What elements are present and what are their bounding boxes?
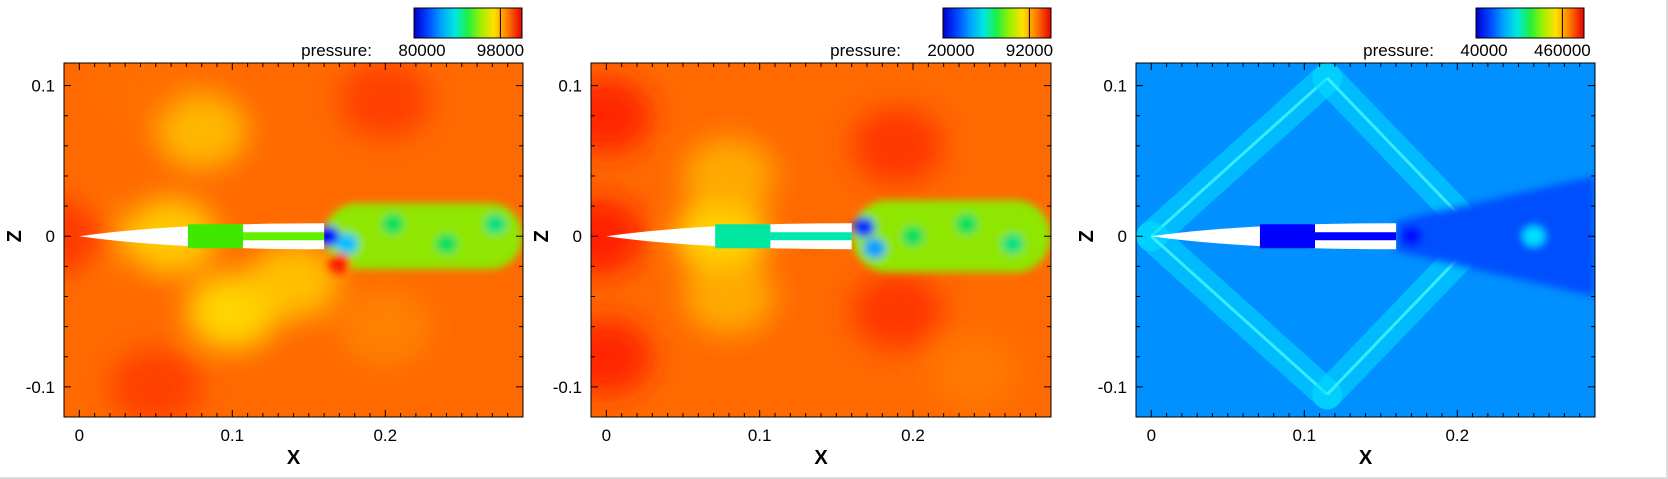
wake-vortex: [852, 217, 875, 238]
colorbar-min-label: 80000: [398, 41, 445, 60]
colorbar-max-label: 92000: [1006, 41, 1053, 60]
colorbar: pressure: 20000 92000: [830, 7, 1053, 60]
combustor-insert: [187, 224, 244, 249]
y-tick-label: -0.1: [1098, 378, 1127, 397]
flow-channel: [1315, 232, 1397, 241]
field-region: [94, 63, 187, 124]
y-tick-label: 0: [46, 227, 55, 246]
field-region: [247, 243, 340, 320]
y-tick-label: 0.1: [558, 77, 582, 96]
shock-line: [1150, 235, 1329, 396]
x-tick-label: 0.2: [901, 426, 925, 445]
axis-ticks: [1136, 63, 1596, 418]
pressure-field: [591, 63, 1051, 417]
y-tick-label: 0: [1118, 227, 1127, 246]
wake: [1396, 175, 1595, 297]
colorbar-gradient: [413, 7, 523, 39]
pressure-field: [64, 63, 523, 417]
wake-vortex: [863, 238, 886, 259]
x-axis-label: X: [287, 447, 301, 469]
wake-vortex: [435, 233, 458, 254]
x-axis-label: X: [814, 447, 828, 469]
x-axis-label: X: [1359, 447, 1373, 469]
wake-region: [851, 200, 1051, 273]
field-region: [155, 92, 248, 169]
combustor-insert: [715, 224, 771, 249]
colorbar-label: pressure:: [1363, 41, 1434, 60]
field-region: [851, 107, 944, 184]
shock-line: [1326, 250, 1467, 396]
wake: [317, 203, 523, 274]
field-region: [683, 258, 775, 335]
axis-ticks: [64, 63, 524, 418]
colorbar-max-label: 98000: [477, 41, 524, 60]
flow-channel: [243, 232, 325, 241]
colorbar-min-label: 40000: [1460, 41, 1507, 60]
y-axis-label: Z: [4, 230, 26, 242]
window-edge-right: [1666, 0, 1668, 479]
colorbar-label: pressure:: [301, 41, 372, 60]
wake-vortex: [1001, 233, 1024, 254]
colorbar: pressure: 40000 460000: [1363, 7, 1591, 60]
field-region: [591, 318, 653, 395]
shock-line: [1150, 76, 1329, 238]
colorbar-min-label: 20000: [927, 41, 974, 60]
wake-region: [324, 203, 523, 270]
y-tick-label: -0.1: [553, 378, 582, 397]
field-region: [109, 348, 202, 417]
x-tick-label: 0.2: [1445, 426, 1469, 445]
shock-line: [1326, 77, 1467, 223]
window-edge-bottom: [0, 477, 1668, 479]
wake-vortex: [955, 214, 978, 235]
wake-region: [1396, 175, 1595, 297]
field-region: [851, 273, 944, 350]
flow-channel: [770, 232, 852, 241]
wake-vortex: [336, 233, 359, 254]
y-axis-label: Z: [1076, 230, 1098, 242]
y-axis-label: Z: [531, 230, 553, 242]
wake-vortex: [484, 214, 507, 235]
wake-vortex: [902, 226, 924, 247]
axis-ticks: [591, 63, 1052, 418]
y-tick-label: 0: [573, 227, 582, 246]
colorbar-gradient: [942, 7, 1052, 39]
colorbar-label: pressure:: [830, 41, 901, 60]
y-tick-label: 0.1: [1103, 77, 1127, 96]
x-tick-label: 0.1: [1292, 426, 1316, 445]
x-tick-label: 0.1: [220, 426, 244, 445]
combustor-insert: [1259, 224, 1316, 249]
field-region: [339, 288, 432, 365]
wake-vortex: [381, 214, 404, 235]
field-region: [683, 137, 775, 214]
y-tick-label: 0.1: [31, 77, 55, 96]
x-tick-label: 0: [602, 426, 611, 445]
x-tick-label: 0: [75, 426, 84, 445]
wake: [851, 200, 1051, 273]
wake-vortex: [328, 253, 351, 274]
colorbar-gradient: [1475, 7, 1585, 39]
colorbar: pressure: 80000 98000: [301, 7, 524, 60]
field-region: [928, 333, 1021, 410]
wake-vortex: [1522, 226, 1545, 247]
x-tick-label: 0.1: [748, 426, 772, 445]
field-region: [339, 63, 432, 139]
colorbar-max-label: 460000: [1534, 41, 1591, 60]
field-regions: [64, 63, 432, 417]
pressure-field: [1136, 63, 1595, 417]
x-tick-label: 0.2: [373, 426, 397, 445]
field-region: [591, 77, 653, 154]
wake-vortex: [1400, 226, 1423, 247]
x-tick-label: 0: [1147, 426, 1156, 445]
y-tick-label: -0.1: [26, 378, 55, 397]
